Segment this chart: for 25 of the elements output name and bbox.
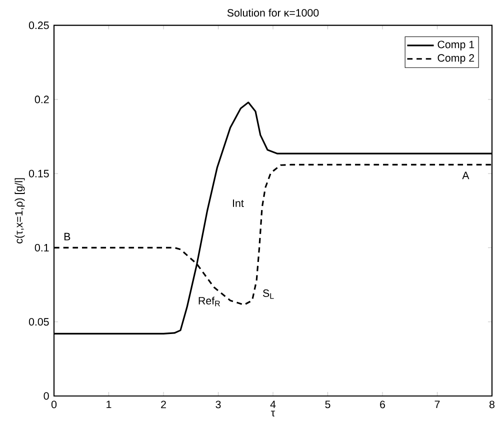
legend-label: Comp 1 <box>438 40 474 50</box>
annotation: S$_{L}$ <box>262 289 274 299</box>
x-tick-label: 6 <box>380 400 385 408</box>
y-tick-label: 0.05 <box>28 318 49 326</box>
x-tick-label: 3 <box>216 400 221 408</box>
annotation: Ref$_{R}$ <box>198 296 220 306</box>
x-axis-title: τ <box>271 410 276 416</box>
x-tick-label: 4 <box>270 400 276 408</box>
annotation: A <box>462 172 470 180</box>
y-tick-label: 0 <box>44 392 49 400</box>
x-tick-label: 8 <box>489 400 494 408</box>
annotation: Int <box>233 200 244 207</box>
legend-label: Comp 2 <box>438 54 474 64</box>
annotation: B <box>64 232 70 240</box>
y-axis-title: c(τ,x=1,ρ) [g/l] <box>14 178 25 244</box>
y-tick-label: 0.2 <box>34 96 49 104</box>
x-tick-label: 2 <box>161 400 166 408</box>
x-tick-label: 7 <box>434 400 440 408</box>
y-tick-label: 0.15 <box>28 170 49 178</box>
y-tick-label: 0.25 <box>28 22 49 30</box>
chart-title: Solution for κ=1000 <box>227 8 319 17</box>
x-tick-label: 0 <box>51 400 57 408</box>
x-tick-label: 5 <box>325 400 330 408</box>
y-tick-label: 0.1 <box>34 244 49 252</box>
x-tick-label: 1 <box>106 400 112 408</box>
